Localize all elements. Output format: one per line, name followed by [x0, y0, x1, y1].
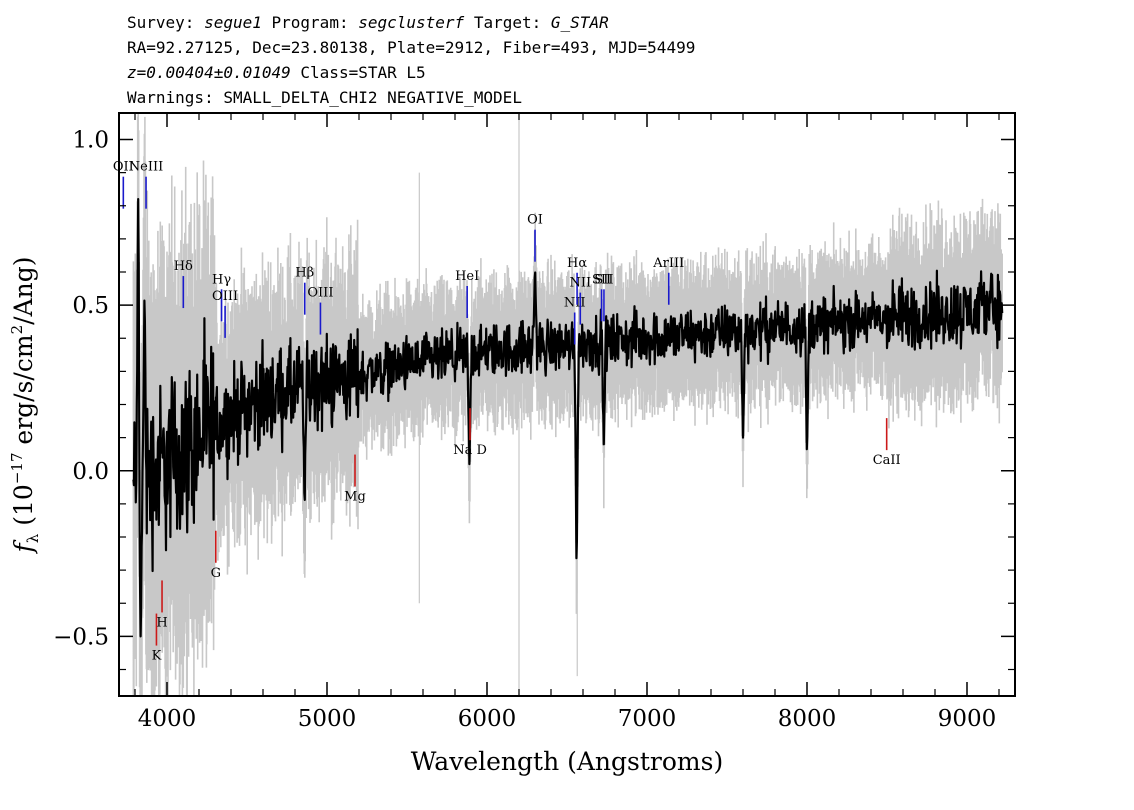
- absorption-line-label: Na D: [453, 443, 487, 458]
- x-tick-label: 9000: [938, 706, 997, 732]
- y-tick-label: 0.5: [72, 293, 109, 319]
- emission-line-label: OIII: [212, 289, 238, 304]
- y-tick-label: −0.5: [53, 624, 109, 650]
- x-tick-label: 8000: [778, 706, 837, 732]
- absorption-line-label: CaII: [873, 453, 901, 468]
- spectrum-header-warnings: Warnings: SMALL_DELTA_CHI2 NEGATIVE_MODE…: [127, 88, 522, 107]
- flux-series: [132, 198, 1004, 638]
- emission-line-label: Hδ: [174, 259, 193, 274]
- x-tick-label: 7000: [618, 706, 677, 732]
- emission-line-label: NII: [569, 276, 591, 291]
- axis-ticks: 4000 5000 6000 7000 8000 9000 −0.5 0.0 0.5 1.0: [53, 113, 1015, 732]
- target-value: G_STAR: [550, 13, 609, 32]
- class-value: Class=STAR L5: [300, 63, 426, 82]
- spectrum-header-line3: z=0.00404±0.01049 Class=STAR L5: [127, 63, 426, 83]
- x-tick-label: 5000: [298, 706, 357, 732]
- emission-line-label: OI: [527, 213, 543, 228]
- emission-line-label: HeI: [455, 269, 479, 284]
- y-tick-label: 0.0: [72, 459, 109, 485]
- absorption-line-label: K: [152, 649, 162, 664]
- absorption-line-label: H: [156, 615, 167, 630]
- emission-line-label: Hβ: [295, 266, 314, 281]
- emission-line-label: SII: [594, 272, 613, 287]
- x-axis-label: Wavelength (Angstroms): [411, 747, 723, 776]
- absorption-line-label: G: [211, 566, 221, 581]
- emission-line-label: ArIII: [652, 256, 684, 271]
- survey-value: segue1: [204, 13, 262, 32]
- x-tick-label: 4000: [138, 706, 197, 732]
- absorption-line-label: Mg: [344, 490, 366, 505]
- x-tick-label: 6000: [458, 706, 517, 732]
- spectrum-header-line1: Survey: segue1 Program: segclusterf Targ…: [127, 13, 609, 32]
- flux-line: [132, 198, 1004, 638]
- emission-line-label: SII: [592, 272, 611, 287]
- y-tick-label: 1.0: [72, 128, 109, 154]
- emission-line-label: OIII: [307, 286, 333, 301]
- y-axis-label: fλ (10−17 erg/s/cm2/Ang): [8, 257, 42, 555]
- redshift-value: z=0.00404±0.01049: [127, 63, 291, 82]
- program-value: segclusterf: [358, 13, 465, 32]
- emission-line-label: NeIII: [129, 160, 163, 175]
- emission-line-label: Hα: [567, 256, 587, 271]
- emission-line-label: NII: [564, 296, 586, 311]
- emission-line-label: Hγ: [212, 272, 231, 287]
- spectrum-header-line2: RA=92.27125, Dec=23.80138, Plate=2912, F…: [127, 38, 696, 57]
